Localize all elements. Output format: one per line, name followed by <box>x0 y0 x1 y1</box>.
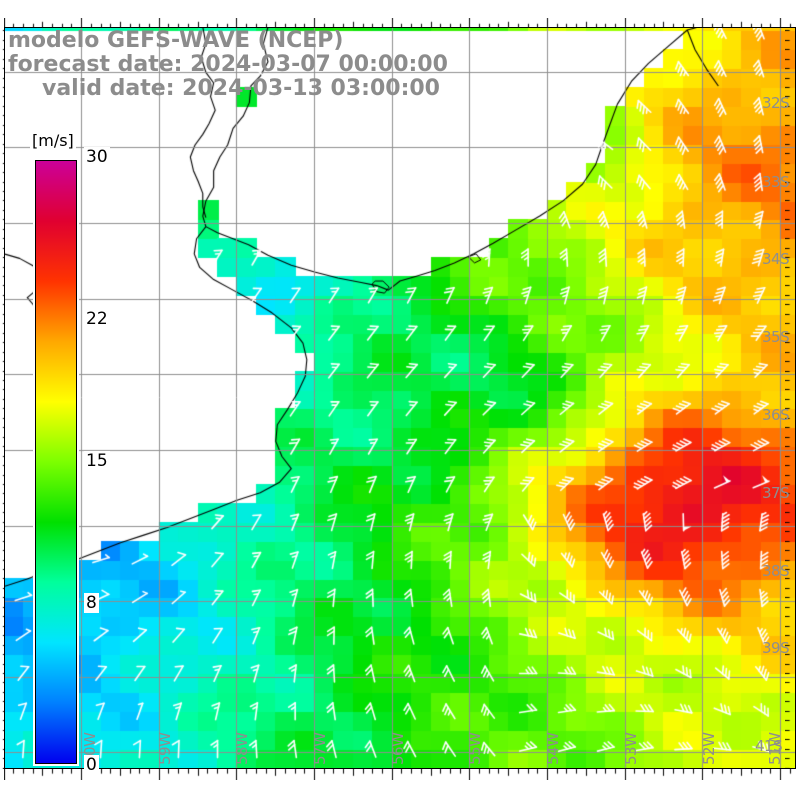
valid-date-label: valid date: 2024-03-13 03:00:00 <box>42 76 440 101</box>
colorbar-gradient <box>36 161 76 763</box>
map-plot-area[interactable] <box>4 27 796 768</box>
lon-label-55w: 55W <box>466 732 484 765</box>
right-axis-ruler <box>785 27 796 769</box>
top-axis-ruler <box>4 18 796 28</box>
lon-label-56w: 56W <box>389 732 407 765</box>
forecast-date-label: forecast date: 2024-03-07 00:00:00 <box>8 52 448 77</box>
plot-frame-bottom <box>4 768 796 769</box>
colorbar-tick-30: 30 <box>84 147 110 167</box>
colorbar-units-label: [m/s] <box>30 131 76 150</box>
lat-label-38s: 38S <box>762 562 790 580</box>
colorbar-tick-15: 15 <box>84 451 110 471</box>
wind-speed-colorbar[interactable] <box>33 158 79 766</box>
colorbar-border <box>33 158 79 766</box>
lat-label-36s: 36S <box>762 406 790 424</box>
corner-lat-label: 41S <box>755 737 783 755</box>
bottom-axis-ruler <box>4 769 796 780</box>
lon-label-58w: 58W <box>233 732 251 765</box>
lat-label-33s: 33S <box>762 173 790 191</box>
lon-label-54w: 54W <box>544 732 562 765</box>
lat-label-35s: 35S <box>762 328 790 346</box>
model-title: modelo GEFS-WAVE (NCEP) <box>8 28 344 53</box>
colorbar-tick-22: 22 <box>84 309 110 330</box>
left-axis-ruler <box>0 27 5 769</box>
lat-label-32s: 32S <box>762 94 790 112</box>
lat-label-39s: 39S <box>762 639 790 657</box>
lat-label-34s: 34S <box>762 250 790 268</box>
colorbar-tick-0: 0 <box>84 755 99 775</box>
lat-label-37s: 37S <box>762 484 790 502</box>
lon-label-59w: 59W <box>156 732 174 765</box>
lon-label-57w: 57W <box>311 732 329 765</box>
wind-barbs-overlay <box>4 27 796 768</box>
colorbar-tick-8: 8 <box>84 592 99 613</box>
lon-label-53w: 53W <box>622 732 640 765</box>
lon-label-52w: 52W <box>700 732 718 765</box>
